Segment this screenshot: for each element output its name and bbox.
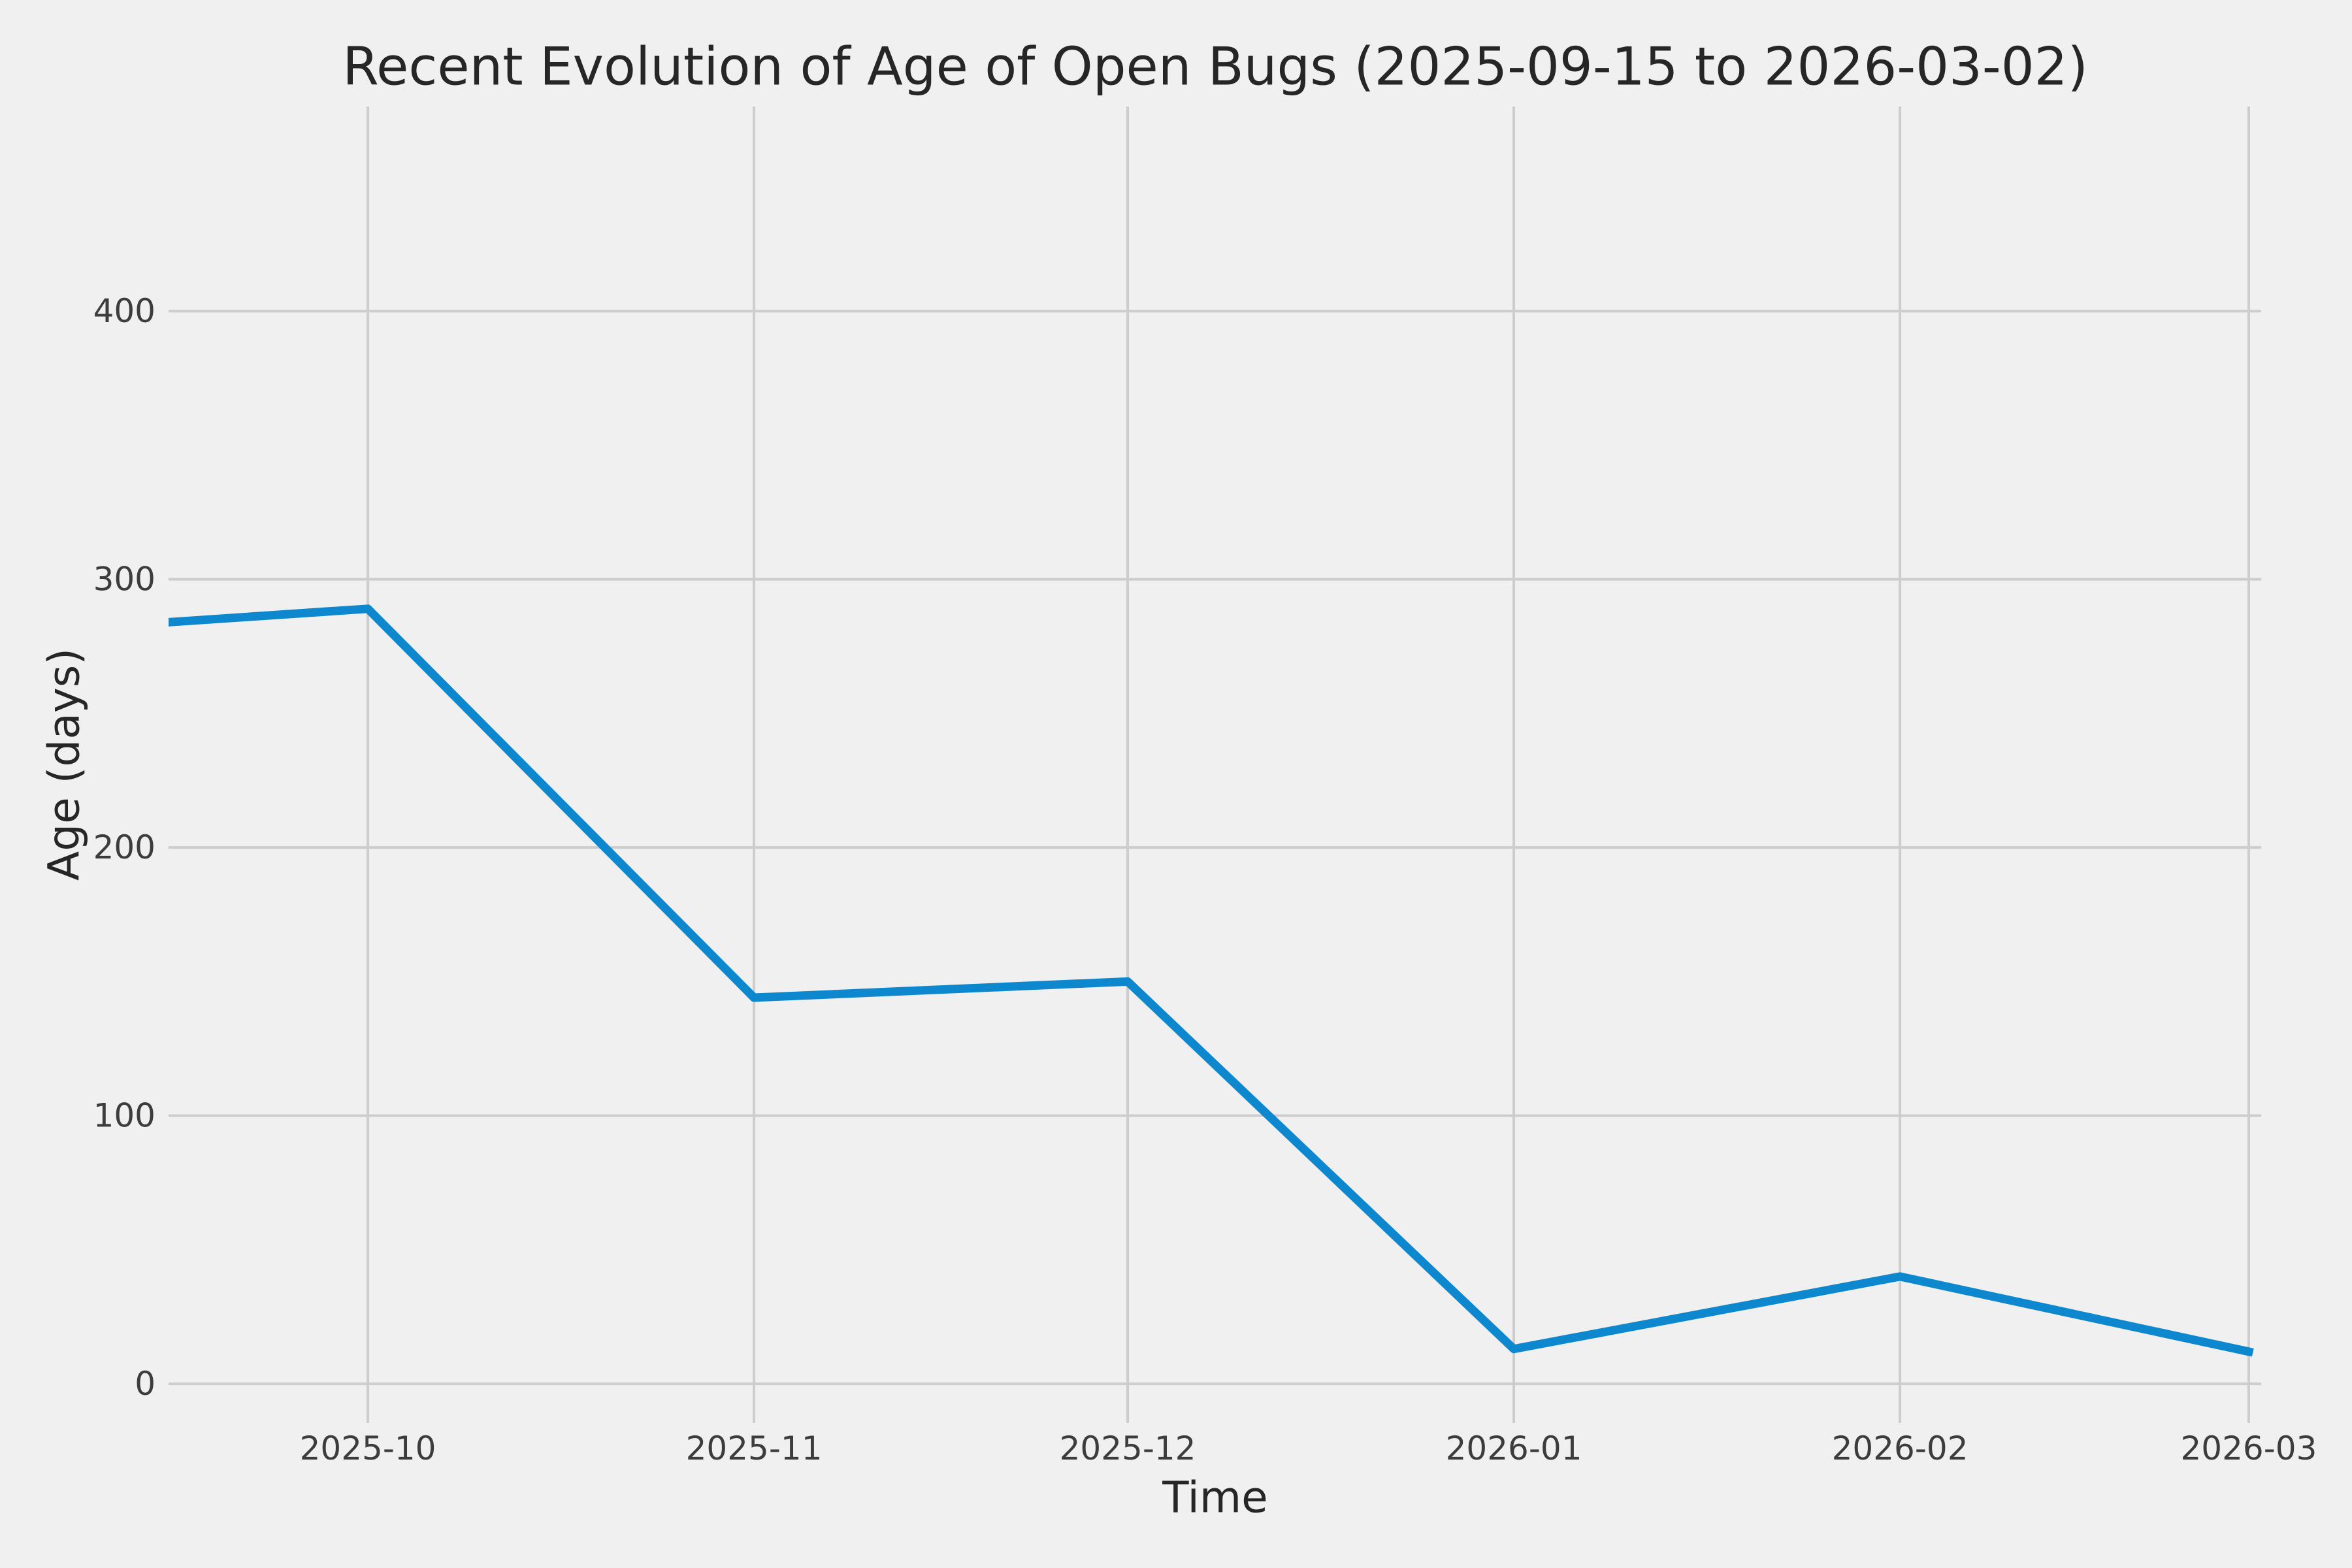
- x-tick-label: 2025-12: [1060, 1429, 1196, 1467]
- y-tick-label: 0: [135, 1365, 155, 1403]
- x-tick-label: 2026-01: [1446, 1429, 1582, 1467]
- y-axis-tick-labels: 0 100 200 300 400: [93, 292, 155, 1403]
- y-axis-label: Age (days): [39, 648, 90, 881]
- y-tick-label: 300: [93, 561, 155, 598]
- x-tick-label: 2026-03: [2180, 1429, 2317, 1467]
- x-tick-label: 2025-11: [686, 1429, 823, 1467]
- x-tick-label: 2025-10: [300, 1429, 436, 1467]
- vertical-gridlines: [367, 106, 2250, 1423]
- x-tick-label: 2026-02: [1832, 1429, 1968, 1467]
- age-series-line: [169, 604, 2254, 1357]
- x-axis-tick-labels: 2025-10 2025-11 2025-12 2026-01 2026-02 2026-…: [300, 1429, 2317, 1467]
- chart-title: Recent Evolution of Age of Open Bugs (20…: [342, 37, 2088, 97]
- y-tick-label: 400: [93, 292, 155, 330]
- x-axis-label: Time: [1162, 1473, 1268, 1523]
- horizontal-gridlines: [169, 310, 2261, 1386]
- plot-area: [169, 106, 2261, 1423]
- y-tick-label: 200: [93, 828, 155, 866]
- y-tick-label: 100: [93, 1097, 155, 1135]
